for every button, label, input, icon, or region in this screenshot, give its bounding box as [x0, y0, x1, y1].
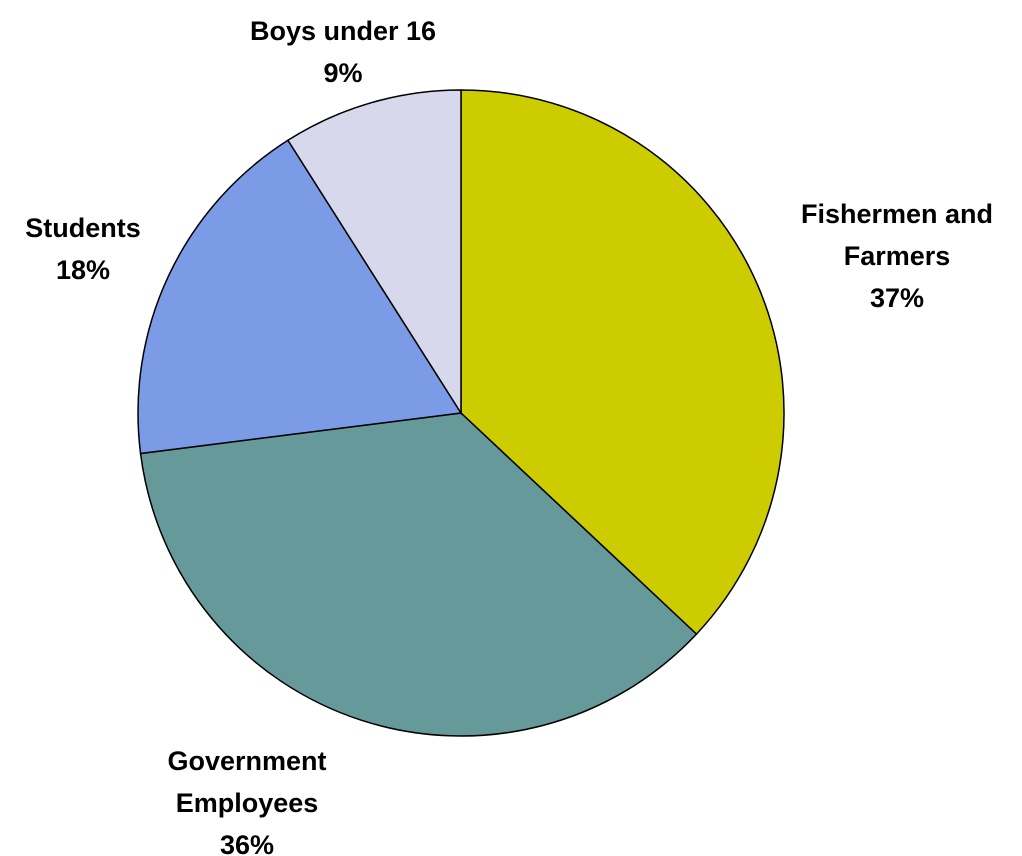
- slice-value-label: 36%: [220, 830, 274, 856]
- slice-value-label: 18%: [56, 255, 110, 285]
- slice-category-label: Employees: [176, 788, 319, 818]
- slice-value-label: 37%: [870, 283, 924, 313]
- slice-category-label: Farmers: [844, 241, 951, 271]
- slice-label-boys-under-16: Boys under 16 9%: [250, 16, 436, 88]
- slice-category-label: Boys under 16: [250, 16, 436, 46]
- slice-category-label: Students: [25, 213, 141, 243]
- slice-category-label: Government: [167, 746, 326, 776]
- slice-category-label: Fishermen and: [801, 199, 993, 229]
- pie-slices: [138, 90, 784, 736]
- slice-label-government-employees: Government Employees 36%: [167, 746, 326, 856]
- slice-label-fishermen-and-farmers: Fishermen and Farmers 37%: [801, 199, 993, 313]
- slice-value-label: 9%: [323, 58, 362, 88]
- slice-label-students: Students 18%: [25, 213, 141, 285]
